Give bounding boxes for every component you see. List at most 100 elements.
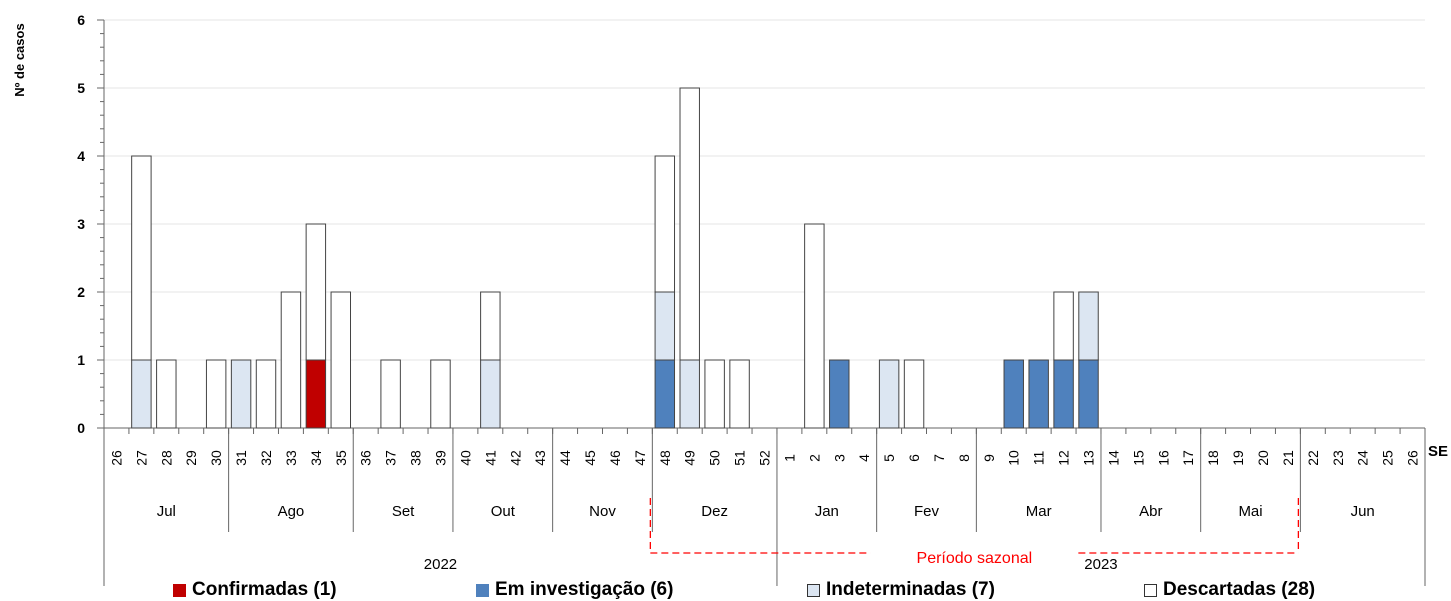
week-label: 49: [682, 450, 698, 466]
week-label: 52: [757, 450, 773, 466]
y-tick-label: 5: [77, 80, 85, 96]
year-label: 2023: [1084, 556, 1117, 573]
bar-segment: [380, 359, 401, 429]
bar-segment: [804, 223, 825, 429]
legend-swatch: [1144, 583, 1157, 597]
y-tick-label: 3: [77, 216, 85, 232]
month-label: Out: [491, 503, 516, 520]
week-label: 24: [1355, 450, 1371, 466]
bar-segment: [480, 291, 501, 361]
legend-label: Indeterminadas (7): [826, 579, 995, 600]
week-label: 8: [956, 454, 972, 462]
month-label: Mar: [1026, 503, 1052, 520]
week-label: 2: [806, 454, 822, 462]
legend-swatch: [476, 583, 489, 597]
week-label: 47: [632, 450, 648, 466]
week-label: 1: [781, 454, 797, 462]
bar-segment: [654, 291, 676, 361]
week-label: 7: [931, 454, 947, 462]
week-label: 28: [158, 450, 174, 466]
bar-segment: [305, 359, 327, 429]
month-label: Jun: [1351, 503, 1375, 520]
week-label: 51: [732, 450, 748, 466]
bar-segment: [1053, 359, 1074, 429]
week-label: 30: [208, 450, 224, 466]
y-tick-label: 6: [77, 12, 85, 28]
week-label: 9: [981, 454, 997, 462]
week-label: 3: [831, 454, 847, 462]
bar-segment: [1003, 359, 1024, 429]
year-label: 2022: [424, 556, 457, 573]
bar-segment: [1028, 359, 1049, 429]
bars: [131, 87, 1099, 429]
bar-segment: [679, 87, 700, 361]
bar-segment: [156, 359, 177, 429]
seasonal-period-label: Período sazonal: [917, 550, 1033, 567]
week-label: 14: [1105, 450, 1121, 466]
week-label: 38: [408, 450, 424, 466]
week-label: 26: [108, 450, 124, 466]
bar-segment: [305, 223, 327, 361]
legend-item: Indeterminadas (7): [807, 579, 995, 601]
bar-segment: [430, 359, 451, 429]
week-label: 50: [707, 450, 723, 466]
x-axis-title: SE: [1428, 443, 1448, 460]
week-label: 20: [1255, 450, 1271, 466]
week-label: 4: [856, 454, 872, 462]
bar-segment: [729, 359, 750, 429]
week-label: 25: [1380, 450, 1396, 466]
month-label: Set: [392, 503, 415, 520]
week-label: 21: [1280, 450, 1296, 466]
bar-segment: [829, 359, 850, 429]
week-label: 39: [432, 450, 448, 466]
bar-segment: [1078, 291, 1099, 361]
week-label: 41: [482, 450, 498, 466]
bar-segment: [704, 359, 725, 429]
gridlines: [104, 19, 1425, 361]
bar-segment: [280, 291, 302, 429]
week-label: 34: [308, 450, 324, 466]
week-label: 23: [1330, 450, 1346, 466]
week-label: 43: [532, 450, 548, 466]
week-label: 46: [607, 450, 623, 466]
week-label: 36: [358, 450, 374, 466]
legend-label: Descartadas (28): [1163, 579, 1316, 600]
week-label: 29: [183, 450, 199, 466]
y-tick-label: 2: [77, 284, 85, 300]
bar-segment: [903, 359, 925, 429]
legend-item: Confirmadas (1): [173, 579, 337, 601]
bar-segment: [230, 359, 252, 429]
bar-segment: [480, 359, 501, 429]
week-label: 26: [1405, 450, 1421, 466]
month-label: Nov: [589, 503, 616, 520]
week-label: 12: [1056, 450, 1072, 466]
bar-segment: [1078, 359, 1099, 429]
month-label: Jul: [157, 503, 176, 520]
week-label: 19: [1230, 450, 1246, 466]
week-label: 13: [1081, 450, 1097, 466]
y-tick-label: 4: [77, 148, 85, 164]
week-label: 40: [457, 450, 473, 466]
week-label: 48: [657, 450, 673, 466]
legend-swatch: [173, 583, 186, 597]
week-label: 33: [283, 450, 299, 466]
month-label: Jan: [815, 503, 839, 520]
week-label: 31: [233, 450, 249, 466]
bar-segment: [654, 359, 676, 429]
y-tick-label: 1: [77, 352, 85, 368]
y-tick-label: 0: [77, 420, 85, 436]
month-label: Ago: [278, 503, 305, 520]
week-label: 17: [1180, 450, 1196, 466]
bar-segment: [1053, 291, 1074, 361]
week-label: 35: [333, 450, 349, 466]
bar-segment: [878, 359, 900, 429]
week-label: 10: [1006, 450, 1022, 466]
week-label: 11: [1031, 451, 1047, 466]
week-label: 45: [582, 450, 598, 466]
legend-swatch: [807, 583, 820, 597]
legend-label: Confirmadas (1): [192, 579, 337, 600]
y-axis-title: Nº de casos: [12, 23, 27, 96]
week-label: 5: [881, 454, 897, 462]
month-label: Dez: [701, 503, 728, 520]
